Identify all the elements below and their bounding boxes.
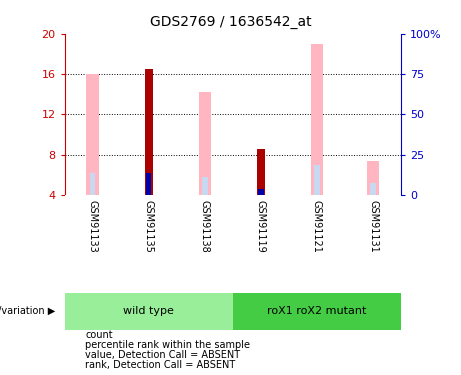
Bar [370, 183, 376, 195]
Bar [314, 165, 320, 195]
Bar [90, 173, 95, 195]
Text: wild type: wild type [123, 306, 174, 316]
Bar [86, 74, 99, 195]
Bar [199, 92, 211, 195]
Text: GSM91131: GSM91131 [368, 200, 378, 253]
Bar [233, 292, 401, 330]
Bar [311, 44, 323, 195]
Text: GSM91119: GSM91119 [256, 200, 266, 253]
Bar [257, 148, 265, 195]
Text: genotype/variation ▶: genotype/variation ▶ [0, 306, 55, 316]
Text: GSM91133: GSM91133 [88, 200, 98, 253]
Text: GDS2769 / 1636542_at: GDS2769 / 1636542_at [150, 15, 311, 29]
Bar [202, 177, 207, 195]
Bar [146, 173, 152, 195]
Text: GSM91121: GSM91121 [312, 200, 322, 253]
Text: value, Detection Call = ABSENT: value, Detection Call = ABSENT [85, 350, 240, 360]
Text: roX1 roX2 mutant: roX1 roX2 mutant [267, 306, 366, 316]
Text: GSM91135: GSM91135 [144, 200, 154, 253]
Bar [145, 69, 153, 195]
Text: GSM91138: GSM91138 [200, 200, 210, 253]
Text: rank, Detection Call = ABSENT: rank, Detection Call = ABSENT [85, 360, 236, 370]
Bar [258, 189, 264, 195]
Bar [65, 292, 233, 330]
Bar [367, 161, 379, 195]
Text: count: count [85, 330, 113, 339]
Text: percentile rank within the sample: percentile rank within the sample [85, 340, 250, 350]
